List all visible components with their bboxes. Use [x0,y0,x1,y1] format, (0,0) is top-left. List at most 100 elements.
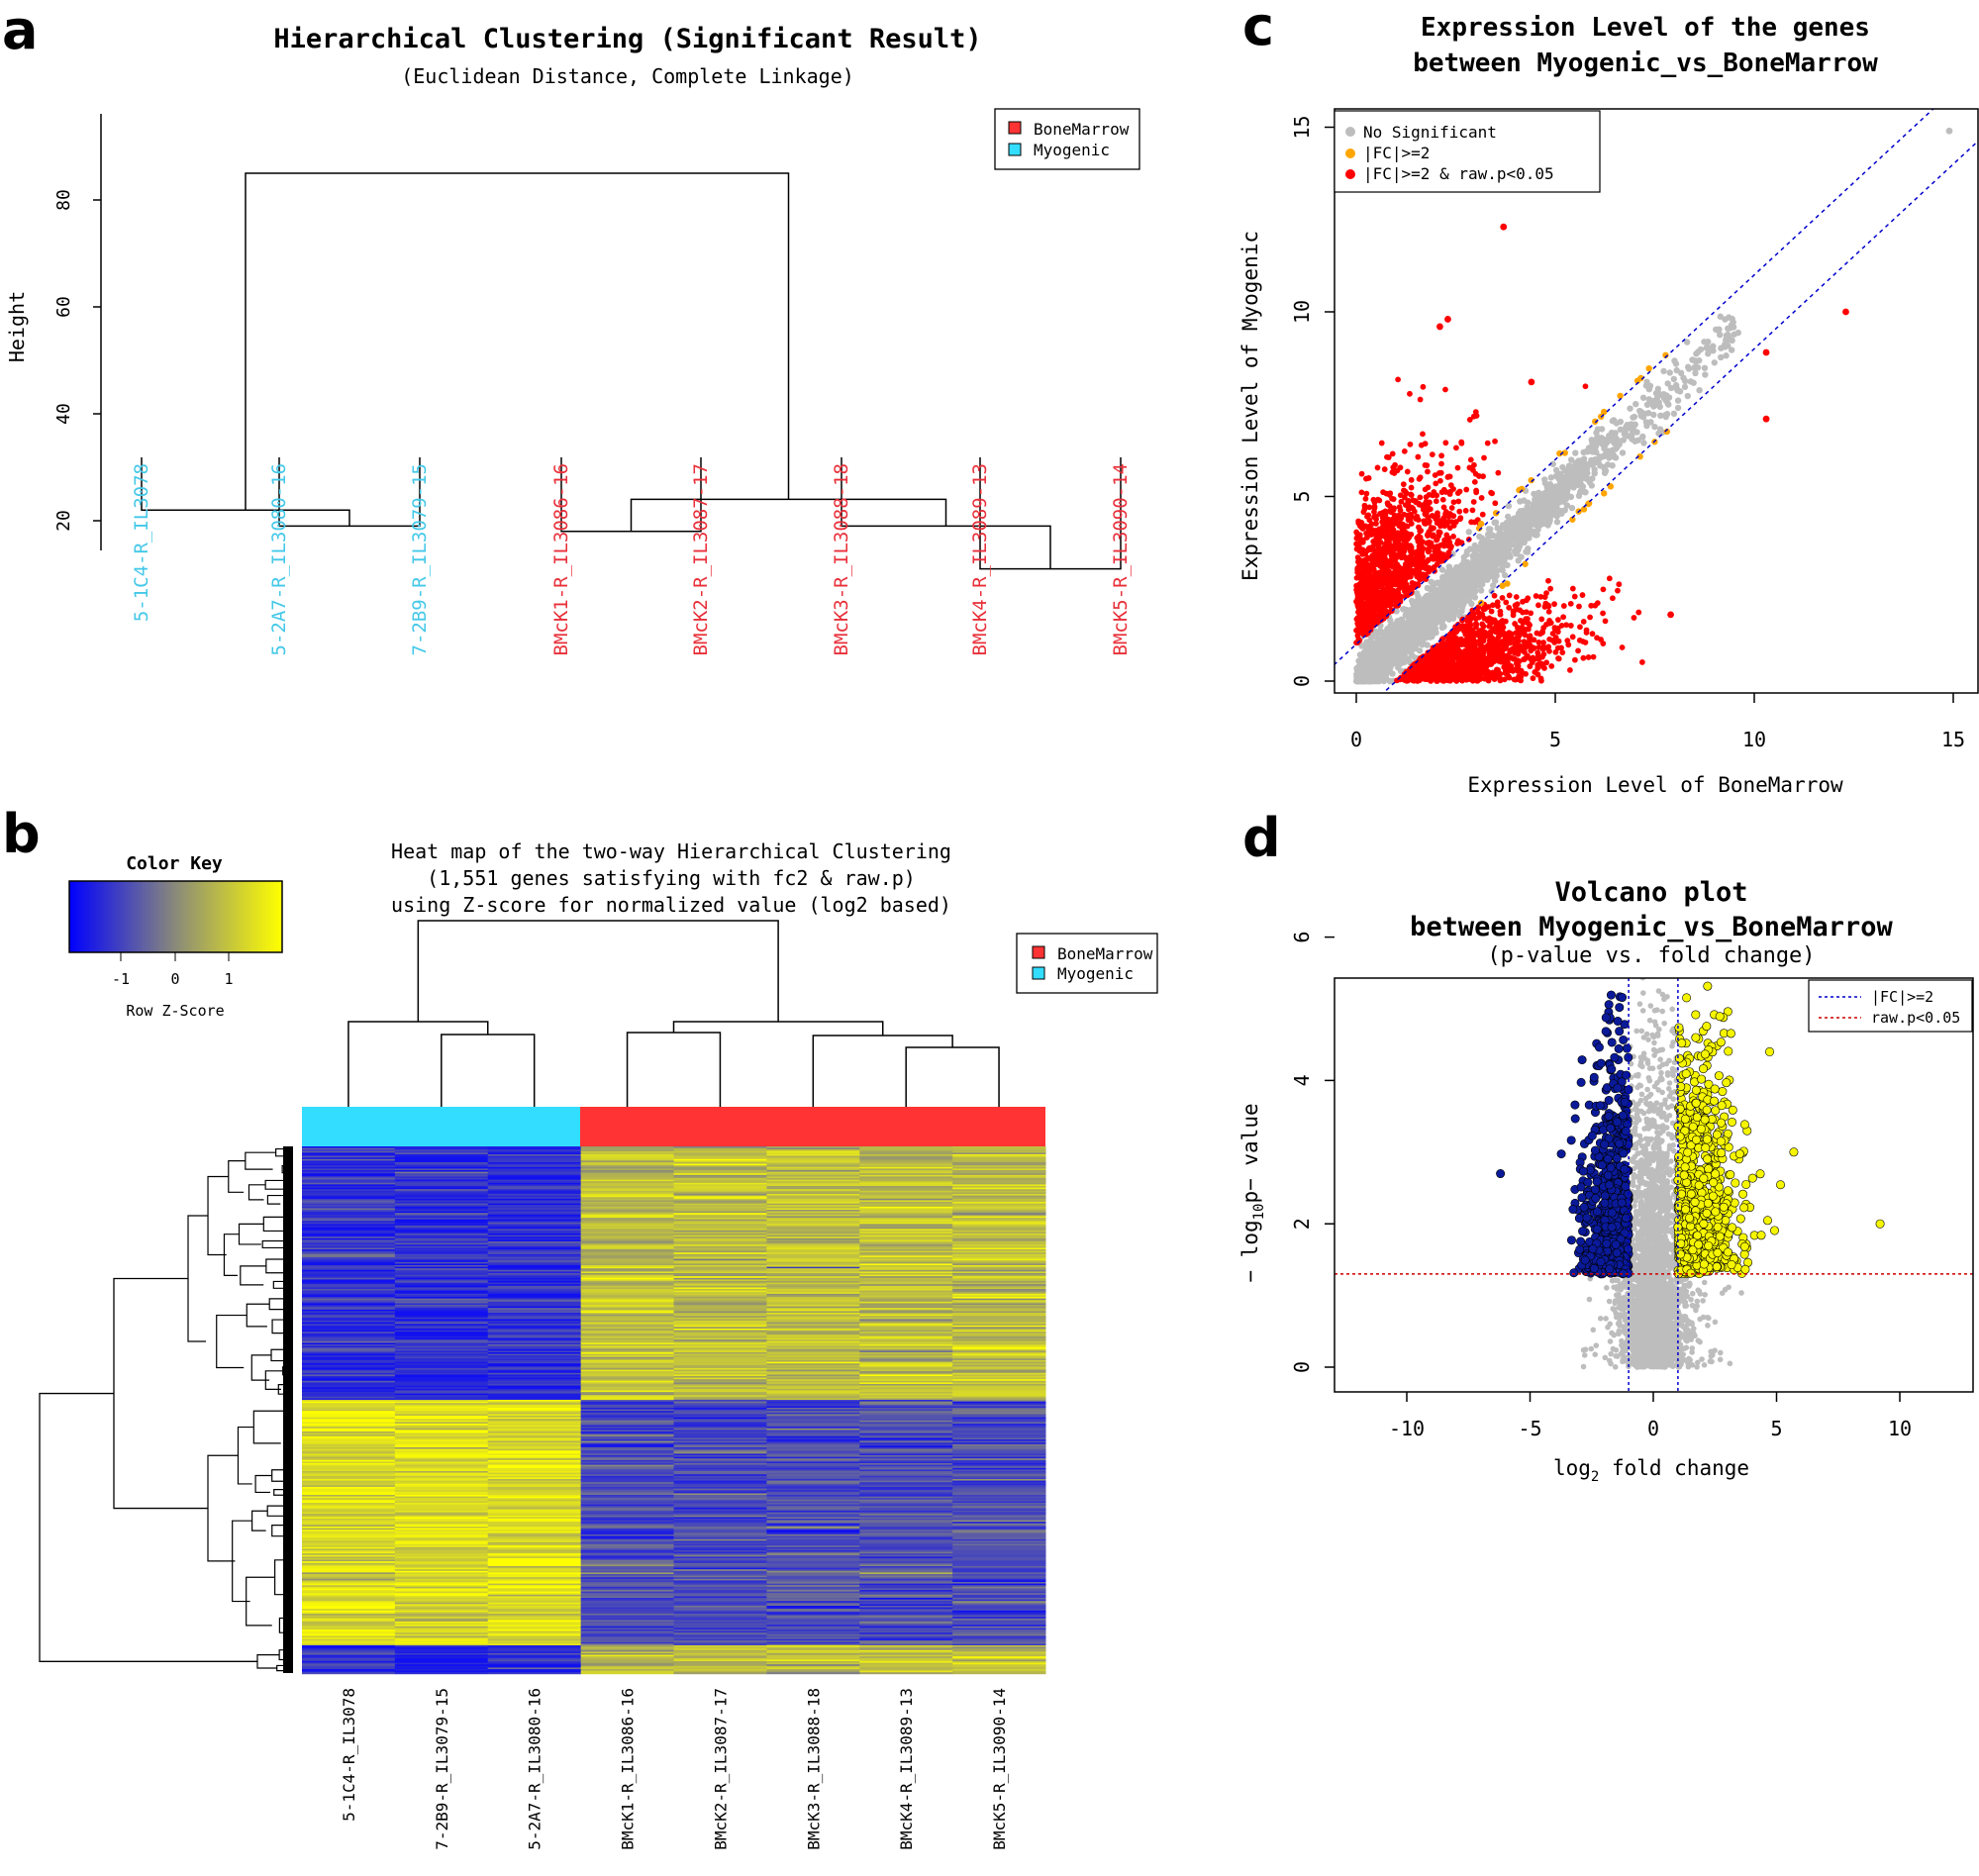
scatter-point [1358,520,1365,526]
scatter-point [1396,512,1403,519]
scatter-point [1602,618,1609,625]
scatter-point [1432,607,1438,615]
scatter-point [1440,504,1447,511]
scatter-point [1572,449,1579,456]
scatter-point [1372,571,1379,578]
scatter-point [1616,581,1623,588]
scatter-point [1515,557,1522,564]
scatter-point [1492,500,1499,507]
scatter-point [1405,574,1412,580]
scatter-point [1358,470,1365,477]
scatter-point [1578,475,1585,482]
scatter-point [1442,609,1449,617]
scatter-point [1378,528,1385,535]
scatter-point [1428,525,1435,531]
scatter-point [1407,390,1413,397]
scatter-point [1587,614,1593,621]
scatter-point [1523,548,1530,555]
scatter-point [1357,666,1364,674]
scatter-point [1488,608,1495,615]
scatter-point [1553,519,1561,526]
scatter-point [1358,661,1366,669]
scatter-point [1417,549,1424,556]
scatter-point [1718,345,1725,351]
scatter-point [1354,615,1361,621]
scatter-point [1385,646,1393,654]
scatter-point [1405,607,1412,614]
scatter-point [1471,575,1478,582]
scatter-point [1421,598,1428,605]
scatter-point [1459,569,1467,577]
scatter-point [1697,346,1705,353]
scatter-point [1438,460,1444,467]
scatter-point [1363,573,1370,580]
scatter-point [1360,558,1366,565]
scatter-point [1384,598,1391,605]
scatter-point [1358,489,1365,496]
scatter-point [1418,627,1425,635]
scatter-point [1438,452,1444,459]
scatter-point [1376,644,1383,652]
scatter-point [1488,532,1495,540]
scatter-point [1557,494,1565,501]
scatter-point [1495,469,1502,476]
dendrogram-chart: Hierarchical Clustering (Significant Res… [5,24,1140,655]
scatter-point [1435,513,1440,520]
scatter-point [1387,622,1394,629]
scatter-point [1551,625,1558,631]
scatter-point [1447,512,1454,519]
scatter-point [1471,594,1479,601]
scatter-point [1367,546,1374,552]
scatter-point [1477,587,1485,594]
scatter-point [1392,532,1399,539]
scatter-point [1443,521,1450,528]
scatter-point [1445,568,1453,575]
scatter-point [1418,528,1425,534]
scatter-title-line1: Expression Level of the genes [1421,13,1870,43]
scatter-point [1401,487,1407,494]
scatter-point [1639,394,1647,401]
dendrogram-ylabel: Height [5,291,29,362]
scatter-point [1693,350,1700,357]
scatter-point [1408,484,1415,491]
scatter-point [1566,482,1573,490]
scatter-point [1513,550,1520,557]
scatter-point [1589,631,1596,638]
scatter-point [1396,569,1403,576]
scatter-point [1612,454,1620,461]
scatter-point [1412,555,1419,562]
scatter-point [1670,410,1678,418]
scatter-point [1696,356,1703,364]
scatter-point [1433,498,1439,505]
scatter-point [1549,460,1556,467]
scatter-point [1365,580,1372,587]
scatter-point [1389,450,1396,457]
scatter-point [1360,509,1367,516]
scatter-point [1472,409,1479,415]
scatter-point [1413,602,1421,610]
scatter-point [1458,608,1465,615]
scatter-point [1428,626,1435,634]
scatter-point [1411,508,1418,515]
scatter-point [1465,529,1472,536]
scatter-point [1718,353,1725,361]
scatter-point [1550,494,1558,502]
scatter-point [1442,386,1448,393]
scatter-point [1671,357,1678,364]
scatter-point [1354,565,1361,572]
scatter-point [1386,677,1394,685]
scatter-point [1377,609,1383,616]
scatter-point [1437,469,1444,476]
scatter-point [1430,555,1436,562]
scatter-point [1567,456,1575,463]
scatter-point [1415,567,1422,574]
scatter-point [1568,463,1576,470]
scatter-point [1415,453,1422,460]
scatter-point [1685,365,1693,372]
scatter-point [1378,440,1385,446]
scatter-point [1478,495,1485,501]
scatter-point [1370,562,1377,569]
scatter-point [1452,586,1460,594]
scatter-point [1381,466,1388,472]
scatter-point [1534,526,1541,534]
